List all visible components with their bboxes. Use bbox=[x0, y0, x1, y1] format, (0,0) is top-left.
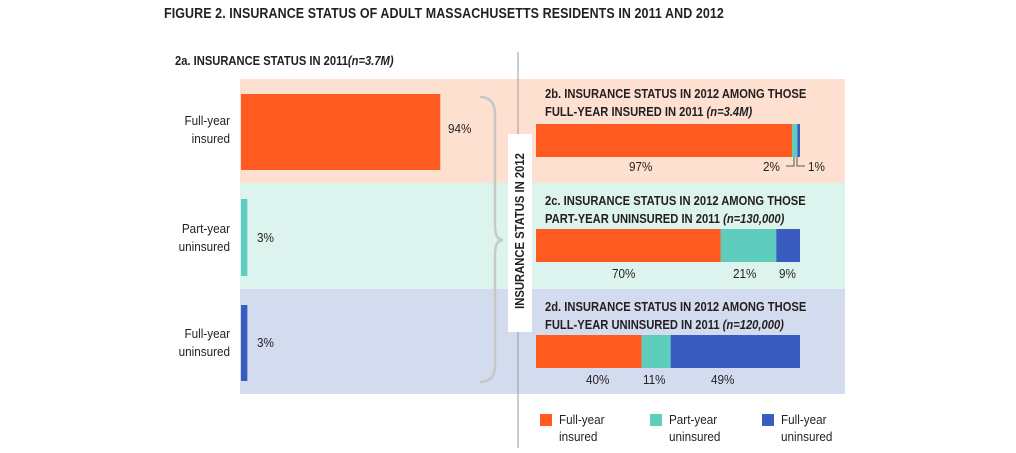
category-label-line: Part-year bbox=[181, 221, 230, 236]
panel-2b-title: 2b. INSURANCE STATUS IN 2012 AMONG THOSE… bbox=[545, 85, 806, 121]
value-label-2d-full-year-uninsured: 49% bbox=[711, 372, 735, 387]
legend-label-line: Full-year bbox=[559, 412, 605, 427]
legend-label-line: insured bbox=[559, 429, 598, 444]
value-label-2b-part-year-uninsured: 2% bbox=[763, 159, 780, 174]
bars-2011 bbox=[241, 94, 441, 381]
band-full-year-uninsured-2011 bbox=[240, 289, 518, 394]
panel-2d-title: 2d. INSURANCE STATUS IN 2012 AMONG THOSE… bbox=[545, 298, 806, 334]
legend-label-line: uninsured bbox=[669, 429, 721, 444]
legend-label-full-year-insured: Full-year insured bbox=[559, 411, 605, 445]
brace-icon bbox=[479, 95, 504, 384]
category-label-line: insured bbox=[191, 131, 230, 146]
panel-2d-title-line: 2d. INSURANCE STATUS IN 2012 AMONG THOSE bbox=[545, 299, 807, 314]
legend-label-line: Part-year bbox=[669, 412, 718, 427]
bar-2011-part-year-uninsured bbox=[241, 199, 248, 276]
bar-segment-2c-full-year-insured bbox=[536, 229, 721, 262]
panel-2c-title-n: (n=130,000) bbox=[723, 211, 785, 226]
value-label-2b-full-year-uninsured: 1% bbox=[808, 159, 825, 174]
bar-segment-2d-full-year-insured bbox=[536, 335, 642, 368]
bar-segment-2c-full-year-uninsured bbox=[776, 229, 800, 262]
category-label-line: Full-year bbox=[184, 326, 230, 341]
legend-label-full-year-uninsured: Full-year uninsured bbox=[781, 411, 832, 445]
panel-2a-title-text: 2a. INSURANCE STATUS IN 2011 bbox=[175, 53, 348, 68]
bars-2c bbox=[536, 229, 800, 262]
legend-label-part-year-uninsured: Part-year uninsured bbox=[669, 411, 720, 445]
bars-2d bbox=[536, 335, 800, 368]
side-label-box bbox=[508, 134, 532, 332]
band-part-year-uninsured-2011 bbox=[240, 183, 518, 289]
bar-2011-full-year-uninsured bbox=[241, 305, 248, 381]
leader-line-2b-part bbox=[786, 157, 795, 167]
bar-2011-full-year-insured bbox=[241, 94, 441, 170]
panel-2b-title-line: 2b. INSURANCE STATUS IN 2012 AMONG THOSE bbox=[545, 86, 807, 101]
side-label-insurance-status-2012: INSURANCE STATUS IN 2012 bbox=[513, 153, 527, 309]
category-label-line: uninsured bbox=[178, 344, 230, 359]
value-label-2c-part-year-uninsured: 21% bbox=[733, 266, 757, 281]
value-label-2c-full-year-uninsured: 9% bbox=[779, 266, 796, 281]
panel-2d-title-n: (n=120,000) bbox=[722, 317, 784, 332]
category-label-part-year-uninsured: Part-year uninsured bbox=[158, 220, 230, 256]
bars-2b bbox=[536, 124, 800, 157]
value-label-2d-part-year-uninsured: 11% bbox=[643, 372, 666, 387]
panel-2a-title: 2a. INSURANCE STATUS IN 2011(n=3.7M) bbox=[175, 52, 394, 70]
bar-segment-2b-part-year-uninsured bbox=[792, 124, 798, 157]
value-label-2d-full-year-insured: 40% bbox=[586, 372, 610, 387]
value-label-2c-full-year-insured: 70% bbox=[612, 266, 636, 281]
bar-segment-2d-full-year-uninsured bbox=[670, 335, 800, 368]
category-label-full-year-insured: Full-year insured bbox=[158, 112, 230, 148]
panel-2c-title-line: PART-YEAR UNINSURED IN 2011 bbox=[545, 211, 724, 226]
panel-2a-title-n: (n=3.7M) bbox=[347, 53, 394, 68]
category-label-full-year-uninsured: Full-year uninsured bbox=[158, 325, 230, 361]
legend-swatch-part-year-uninsured bbox=[650, 414, 662, 426]
bar-segment-2d-part-year-uninsured bbox=[641, 335, 671, 368]
panel-2b-title-n: (n=3.4M) bbox=[706, 104, 753, 119]
panel-2c-title: 2c. INSURANCE STATUS IN 2012 AMONG THOSE… bbox=[545, 192, 806, 228]
panel-2d-title-line: FULL-YEAR UNINSURED IN 2011 bbox=[545, 317, 723, 332]
value-label-full-year-uninsured-2011: 3% bbox=[257, 335, 274, 350]
legend-swatch-full-year-uninsured bbox=[762, 414, 774, 426]
value-label-part-year-uninsured-2011: 3% bbox=[257, 230, 274, 245]
panel-2c-title-line: 2c. INSURANCE STATUS IN 2012 AMONG THOSE bbox=[545, 193, 806, 208]
legend-label-line: uninsured bbox=[781, 429, 833, 444]
bar-segment-2b-full-year-insured bbox=[536, 124, 793, 157]
legend-label-line: Full-year bbox=[781, 412, 827, 427]
value-label-2b-full-year-insured: 97% bbox=[629, 159, 653, 174]
bar-segment-2b-full-year-uninsured bbox=[797, 124, 800, 157]
figure-title: FIGURE 2. INSURANCE STATUS OF ADULT MASS… bbox=[164, 6, 724, 22]
leader-line-2b-uninsured bbox=[796, 157, 805, 167]
panel-2b-title-line: FULL-YEAR INSURED IN 2011 bbox=[545, 104, 707, 119]
legend-swatch-full-year-insured bbox=[540, 414, 552, 426]
category-label-line: uninsured bbox=[178, 239, 230, 254]
value-label-full-year-insured-2011: 94% bbox=[448, 121, 472, 136]
bar-segment-2c-part-year-uninsured bbox=[720, 229, 777, 262]
category-label-line: Full-year bbox=[184, 113, 230, 128]
